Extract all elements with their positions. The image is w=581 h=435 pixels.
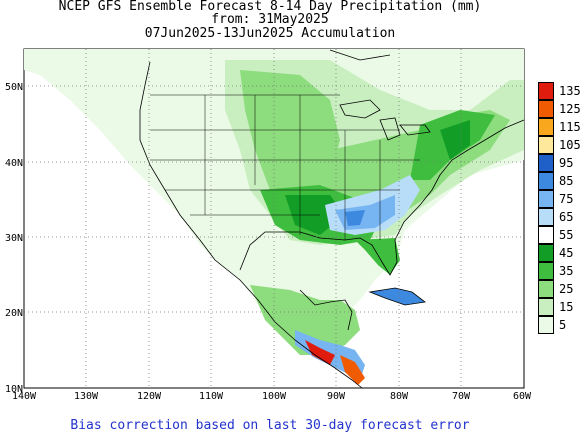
lat-label: 40N <box>5 158 23 169</box>
colorbar-swatch <box>538 316 554 334</box>
colorbar-label: 45 <box>559 246 574 260</box>
colorbar-swatch <box>538 154 554 172</box>
bias-correction-note: Bias correction based on last 30-day for… <box>70 418 470 433</box>
accumulation-period: 07Jun2025-13Jun2025 Accumulation <box>144 26 396 41</box>
colorbar-swatch <box>538 172 554 190</box>
lon-label: 70W <box>452 391 471 402</box>
lon-label: 120W <box>137 391 162 402</box>
colorbar-label: 125 <box>559 102 581 116</box>
colorbar-label: 105 <box>559 138 581 152</box>
colorbar-swatch <box>538 280 554 298</box>
lon-label: 130W <box>74 391 99 402</box>
colorbar-swatch <box>538 298 554 316</box>
colorbar-swatch <box>538 136 554 154</box>
lat-label: 50N <box>5 82 23 93</box>
colorbar-swatch <box>538 208 554 226</box>
lat-label: 20N <box>5 308 23 319</box>
colorbar-label: 25 <box>559 282 574 296</box>
colorbar-label: 115 <box>559 120 581 134</box>
coastlines <box>139 49 525 389</box>
lon-label: 90W <box>327 391 346 402</box>
lon-label: 80W <box>390 391 409 402</box>
lat-label: 10N <box>5 384 23 395</box>
colorbar-label: 135 <box>559 84 581 98</box>
lon-label: 140W <box>12 391 37 402</box>
colorbar-label: 55 <box>559 228 574 242</box>
colorbar-label: 85 <box>559 174 574 188</box>
colorbar-label: 5 <box>559 318 567 332</box>
colorbar-swatch <box>538 100 554 118</box>
colorbar-swatch <box>538 190 554 208</box>
lon-label: 110W <box>199 391 224 402</box>
colorbar-swatch <box>538 82 554 100</box>
lon-label: 100W <box>262 391 287 402</box>
colorbar-swatch <box>538 262 554 280</box>
state-borders <box>150 94 420 240</box>
graticule <box>24 49 524 388</box>
colorbar-swatch <box>538 226 554 244</box>
colorbar-label: 15 <box>559 300 574 314</box>
colorbar-swatch <box>538 118 554 136</box>
lon-label: 60W <box>513 391 532 402</box>
map-title: NCEP GFS Ensemble Forecast 8-14 Day Prec… <box>58 0 482 14</box>
colorbar-label: 65 <box>559 210 574 224</box>
forecast-init-date: from: 31May2025 <box>211 12 329 27</box>
colorbar-label: 95 <box>559 156 574 170</box>
colorbar-swatch <box>538 244 554 262</box>
lat-label: 30N <box>5 233 23 244</box>
colorbar-label: 75 <box>559 192 574 206</box>
colorbar-label: 35 <box>559 264 574 278</box>
